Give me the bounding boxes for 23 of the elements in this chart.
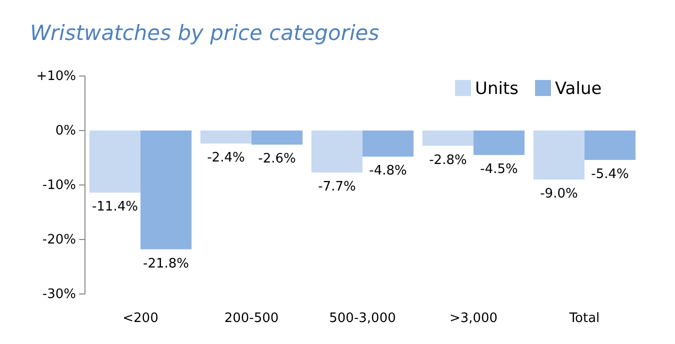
x-tick-label: 500-3,000 xyxy=(329,311,396,326)
legend-label: Units xyxy=(475,79,519,99)
y-tick-label: 0% xyxy=(55,124,76,139)
data-label: -4.5% xyxy=(480,162,518,178)
x-tick-label: >3,000 xyxy=(449,311,498,326)
x-tick-label: Total xyxy=(568,311,600,326)
x-tick-label: 200-500 xyxy=(224,311,279,326)
y-tick-label: -10% xyxy=(42,178,76,194)
data-label: -7.7% xyxy=(318,179,356,194)
data-label: -5.4% xyxy=(591,166,629,182)
chart-title: Wristwatches by price categories xyxy=(30,21,380,45)
data-label: -9.0% xyxy=(540,186,578,202)
y-tick-label: -30% xyxy=(42,287,76,302)
y-tick-label: +10% xyxy=(36,69,76,84)
data-label: -2.8% xyxy=(429,152,467,168)
y-tick-label: -20% xyxy=(42,232,76,248)
x-tick-label: <200 xyxy=(122,311,158,326)
data-label: -2.6% xyxy=(258,152,296,167)
data-label: -11.4% xyxy=(92,200,138,215)
legend-label: Value xyxy=(555,79,602,99)
data-label: -2.4% xyxy=(207,150,245,166)
data-label: -21.8% xyxy=(143,256,190,272)
data-label: -4.8% xyxy=(369,164,407,179)
